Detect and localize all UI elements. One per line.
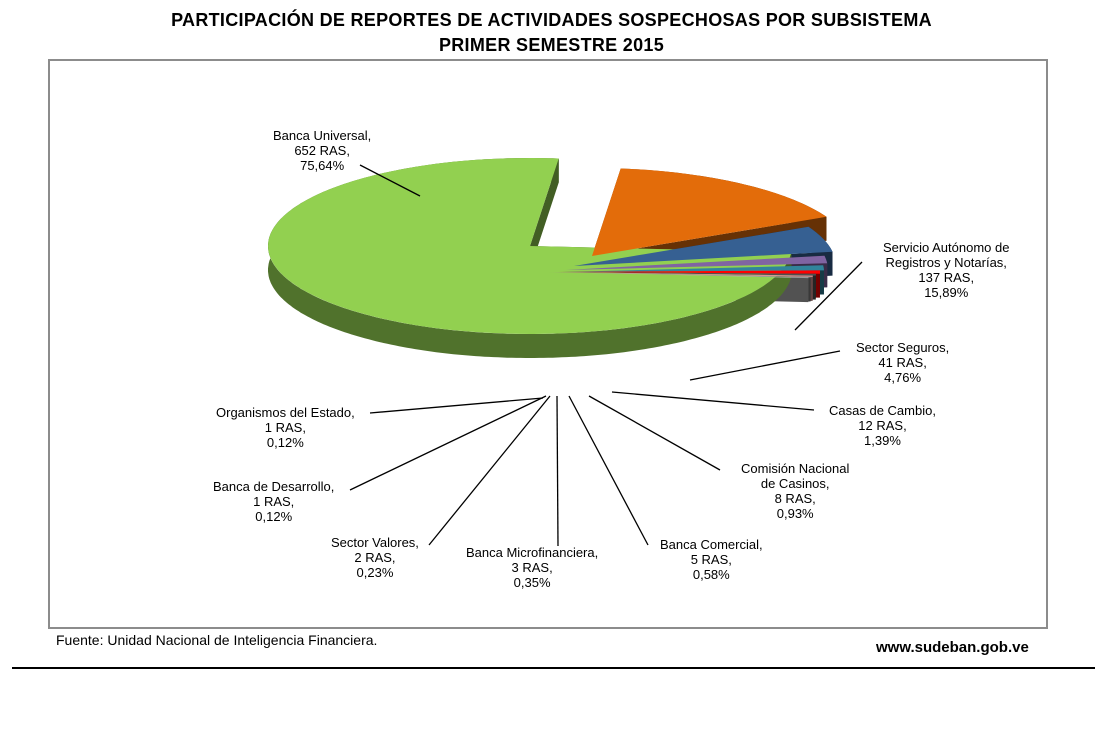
leader-line-cambio	[611, 391, 815, 411]
leader-line-seguros	[689, 350, 841, 381]
slice-cut-universal-1	[530, 158, 559, 270]
slice-label-saren: Servicio Autónomo de Registros y Notarías…	[883, 240, 1009, 300]
pie-slice-desarrollo	[549, 272, 811, 278]
slice-label-line: Banca Comercial,	[660, 537, 763, 552]
slice-label-line: 652 RAS,	[294, 143, 350, 158]
slice-label-line: 15,89%	[924, 285, 969, 300]
slice-label-line: 12 RAS,	[858, 418, 907, 433]
pie-slice-comercial	[558, 270, 821, 274]
pie-slice-valores	[551, 272, 813, 277]
slice-label-line: de Casinos,	[760, 476, 830, 491]
slice-label-line: 41 RAS,	[878, 355, 927, 370]
slice-label-line: Banca de Desarrollo,	[213, 479, 335, 494]
slice-label-universal: Banca Universal, 652 RAS, 75,64%	[273, 128, 371, 173]
leader-line-comercial	[568, 395, 649, 546]
slice-label-estado: Organismos del Estado, 1 RAS, 0,12%	[216, 405, 355, 450]
slice-label-line: 1,39%	[864, 433, 901, 448]
leader-line-casinos	[588, 395, 721, 471]
source-note: Fuente: Unidad Nacional de Inteligencia …	[56, 632, 378, 648]
slice-label-line: Organismos del Estado,	[216, 405, 355, 420]
slice-label-comercial: Banca Comercial, 5 RAS, 0,58%	[660, 537, 763, 582]
slice-label-line: 137 RAS,	[918, 270, 975, 285]
pie-slice-universal	[268, 157, 792, 334]
pie-slice-saren	[592, 168, 827, 256]
slice-label-line: 3 RAS,	[511, 560, 553, 575]
leader-line-valores	[428, 395, 551, 546]
slice-label-line: Banca Microfinanciera,	[466, 545, 599, 560]
slice-label-line: Sector Valores,	[331, 535, 419, 550]
pie-slice-cambio	[566, 255, 828, 270]
slice-label-line: 1 RAS,	[264, 420, 306, 435]
slice-label-line: 0,58%	[692, 567, 730, 582]
slice-label-desarrollo: Banca de Desarrollo, 1 RAS, 0,12%	[213, 479, 334, 524]
slice-label-line: 8 RAS,	[774, 491, 816, 506]
slice-label-cambio: Casas de Cambio, 12 RAS, 1,39%	[829, 403, 936, 448]
slice-label-line: Comisión Nacional	[741, 461, 850, 476]
leader-line-desarrollo	[349, 395, 547, 491]
slice-label-line: 0,35%	[513, 575, 551, 590]
chart-title: PARTICIPACIÓN DE REPORTES DE ACTIVIDADES…	[171, 10, 932, 30]
slice-label-line: 0,93%	[776, 506, 814, 521]
slice-label-line: 2 RAS,	[354, 550, 396, 565]
leader-line-micro	[556, 395, 559, 547]
pie-slice-seguros	[574, 226, 833, 266]
chart-subtitle: PRIMER SEMESTRE 2015	[438, 35, 665, 55]
slice-label-line: 0,12%	[255, 509, 293, 524]
slice-label-line: Banca Universal,	[273, 128, 372, 143]
leader-line-estado	[369, 397, 544, 414]
slice-label-line: 5 RAS,	[690, 552, 732, 567]
slice-label-line: 1 RAS,	[253, 494, 295, 509]
slice-label-line: 0,12%	[266, 435, 304, 450]
slice-label-micro: Banca Microfinanciera, 3 RAS, 0,35%	[466, 545, 598, 590]
footer-divider	[12, 667, 1095, 669]
slice-label-line: Registros y Notarías,	[885, 255, 1007, 270]
slice-label-line: 4,76%	[884, 370, 922, 385]
slice-label-line: Servicio Autónomo de	[883, 240, 1010, 255]
pie-slice-micro	[554, 272, 816, 276]
slice-label-valores: Sector Valores, 2 RAS, 0,23%	[331, 535, 419, 580]
slice-label-casinos: Comisión Nacional de Casinos, 8 RAS, 0,93%	[741, 461, 849, 521]
website-url[interactable]: www.sudeban.gob.ve	[876, 639, 1029, 656]
slice-label-seguros: Sector Seguros, 41 RAS, 4,76%	[856, 340, 949, 385]
slice-label-line: Casas de Cambio,	[829, 403, 936, 418]
slice-label-line: 0,23%	[356, 565, 394, 580]
slice-label-line: Sector Seguros,	[856, 340, 950, 355]
pie-slice-estado	[547, 272, 809, 279]
leader-line-universal	[359, 164, 421, 197]
slice-label-line: 75,64%	[300, 158, 345, 173]
leader-line-saren	[794, 261, 863, 331]
pie-slice-casinos	[562, 265, 824, 272]
